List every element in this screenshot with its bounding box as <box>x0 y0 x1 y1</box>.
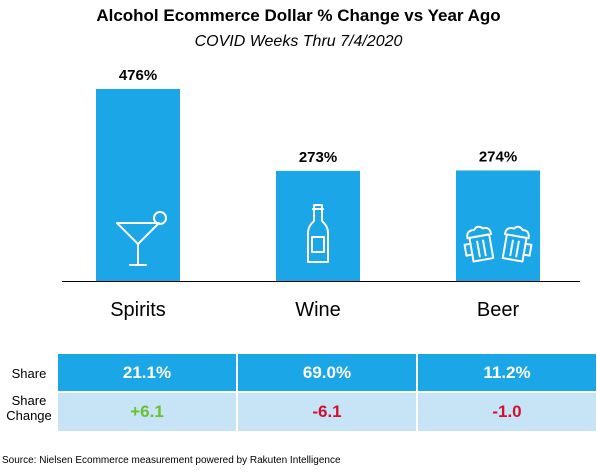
data-label-spirits: 476% <box>119 67 157 84</box>
data-label-wine: 273% <box>299 149 337 166</box>
share-cell-spirits: 21.1% <box>58 354 238 391</box>
share-change-row: +6.1 -6.1 -1.0 <box>58 393 596 431</box>
bar-wine <box>276 170 360 281</box>
bar-chart: 476% Spirits 273% Wine 274% Beer <box>62 67 580 321</box>
share-row: 21.1% 69.0% 11.2% <box>58 354 596 391</box>
source-note: Source: Nielsen Ecommerce measurement po… <box>2 455 341 466</box>
beer-mugs-icon <box>463 225 533 263</box>
category-label-beer: Beer <box>477 299 520 321</box>
change-cell-beer: -1.0 <box>418 393 596 431</box>
wine-bottle-icon <box>307 204 329 263</box>
category-label-spirits: Spirits <box>110 299 166 321</box>
share-row-label: Share <box>11 366 47 381</box>
data-label-beer: 274% <box>479 148 517 165</box>
chart-title: Alcohol Ecommerce Dollar % Change vs Yea… <box>96 6 501 25</box>
change-cell-spirits: +6.1 <box>58 393 238 431</box>
share-cell-beer: 11.2% <box>418 354 596 391</box>
share-change-label-line2: Change <box>6 408 52 423</box>
bar-beer <box>456 170 540 281</box>
share-change-label-line1: Share <box>11 393 47 408</box>
category-label-wine: Wine <box>295 299 341 321</box>
martini-glass-icon <box>116 211 167 266</box>
share-change-row-label: Share Change <box>0 393 58 423</box>
share-cell-wine: 69.0% <box>238 354 418 391</box>
share-table: 21.1% 69.0% 11.2% +6.1 -6.1 -1.0 <box>58 354 596 431</box>
chart-subtitle: COVID Weeks Thru 7/4/2020 <box>194 33 403 50</box>
change-cell-wine: -6.1 <box>238 393 418 431</box>
